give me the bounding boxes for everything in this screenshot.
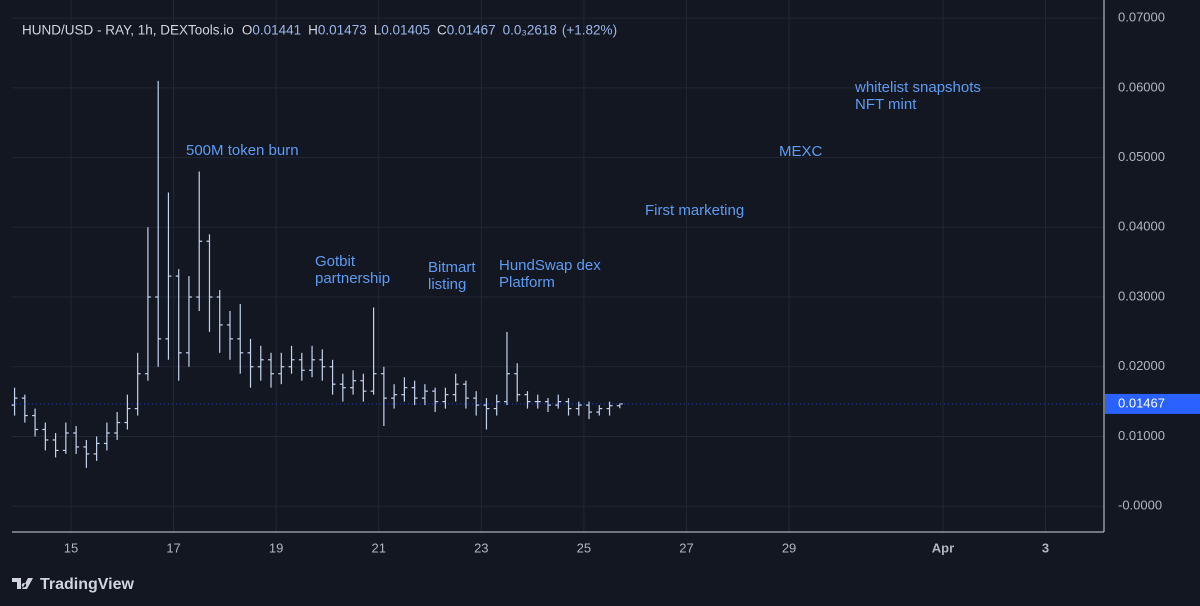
annotation: partnership [315, 270, 390, 287]
last-price-box [1105, 393, 1200, 414]
y-tick-label: 0.02000 [1118, 358, 1165, 373]
annotation: MEXC [779, 143, 823, 160]
symbol: HUND/USD - RAY, 1h, DEXTools.io [22, 23, 234, 38]
x-tick-label: 15 [64, 540, 78, 555]
y-tick-label: 0.01000 [1118, 428, 1165, 443]
legend: HUND/USD - RAY, 1h, DEXTools.io O 0.01441… [22, 23, 617, 38]
x-tick-label: 3 [1042, 540, 1049, 555]
annotation: listing [428, 276, 466, 293]
legend-change-pct: (+1.82%) [562, 23, 617, 38]
x-tick-label: 27 [679, 540, 693, 555]
annotation: Platform [499, 274, 555, 291]
y-tick-label: -0.0000 [1118, 498, 1162, 513]
legend-value: 0.01441 [252, 23, 301, 38]
annotations: 500M token burn Gotbit partnership Bitma… [186, 79, 981, 293]
x-tick-label: 17 [166, 540, 180, 555]
x-tick-label: 19 [269, 540, 283, 555]
brand-logo [12, 578, 33, 589]
legend-change: 0.0₃2618 [503, 23, 557, 38]
y-tick-label: 0.05000 [1118, 149, 1165, 164]
brand: TradingView [12, 576, 135, 593]
x-tick-label: 23 [474, 540, 488, 555]
legend-key: O [242, 23, 253, 38]
legend-key: H [308, 23, 318, 38]
brand-name: TradingView [40, 576, 135, 593]
annotation: NFT mint [855, 96, 917, 113]
legend-value: 0.01467 [447, 23, 496, 38]
x-tick-label: Apr [932, 540, 954, 555]
x-tick-label: 29 [782, 540, 796, 555]
grid [12, 0, 1104, 532]
y-tick-label: 0.04000 [1118, 219, 1165, 234]
legend-key: C [437, 23, 447, 38]
bars [11, 80, 623, 468]
x-tick-label: 21 [372, 540, 386, 555]
y-tick-label: 0.07000 [1118, 10, 1165, 25]
last-price-label: 0.01467 [1118, 395, 1165, 410]
y-tick-label: 0.03000 [1118, 288, 1165, 303]
annotation: Bitmart [428, 259, 476, 276]
annotation: HundSwap dex [499, 257, 601, 274]
x-tick-label: 25 [577, 540, 591, 555]
y-tick-label: 0.06000 [1118, 79, 1165, 94]
legend-value: 0.01473 [318, 23, 367, 38]
legend-key: L [374, 23, 382, 38]
annotation: First marketing [645, 202, 744, 219]
annotation: Gotbit [315, 253, 356, 270]
legend-value: 0.01405 [381, 23, 430, 38]
annotation: whitelist snapshots [854, 79, 981, 96]
annotation: 500M token burn [186, 142, 299, 159]
